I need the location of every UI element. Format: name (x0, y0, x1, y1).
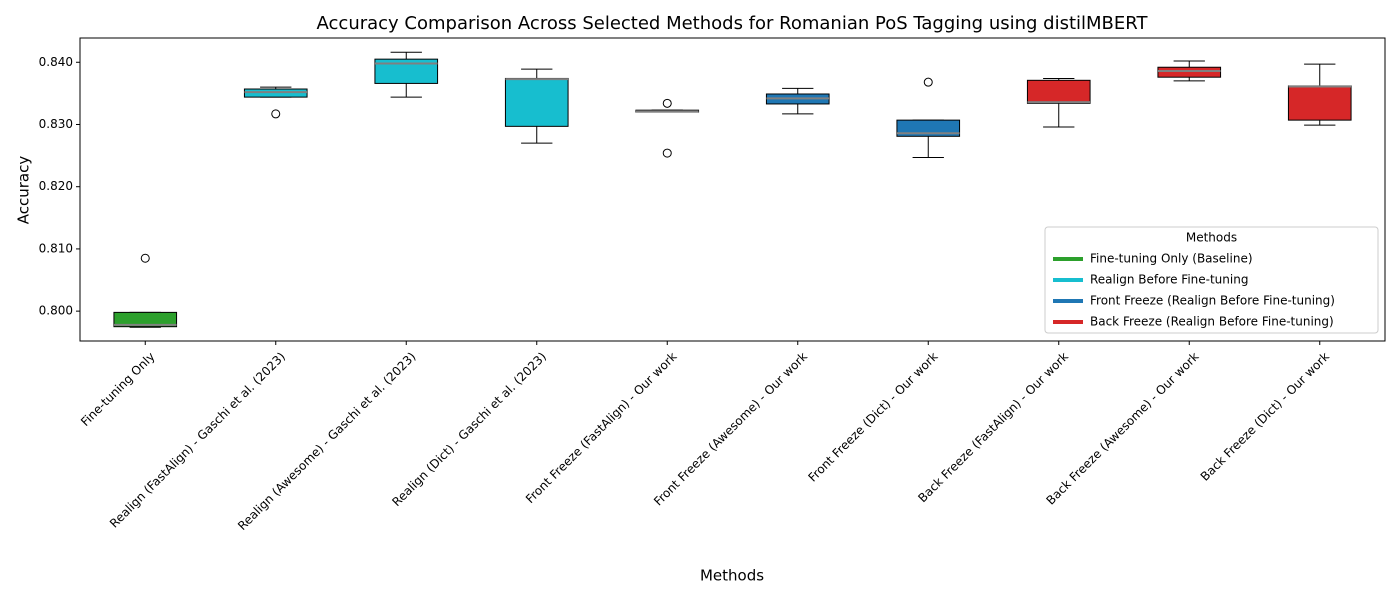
legend-box (1044, 226, 1379, 334)
x-tick-label: Front Freeze (FastAlign) - Our work (523, 349, 680, 506)
outlier (923, 77, 933, 87)
y-tick-label: 0.800 (39, 304, 73, 318)
box (1026, 79, 1091, 104)
y-tick-label: 0.820 (39, 179, 73, 193)
x-tick-label: Front Freeze (Awesome) - Our work (651, 349, 810, 508)
x-tick-label: Back Freeze (Dict) - Our work (1198, 349, 1332, 483)
legend-title: Methods (1186, 231, 1237, 245)
outlier (140, 253, 150, 263)
x-tick-label: Back Freeze (FastAlign) - Our work (915, 349, 1071, 505)
x-tick-label: Front Freeze (Dict) - Our work (805, 349, 940, 484)
legend-label: Back Freeze (Realign Before Fine-tuning) (1090, 315, 1334, 329)
outlier (271, 109, 281, 119)
x-tick-label: Back Freeze (Awesome) - Our work (1043, 349, 1201, 507)
box (1157, 66, 1222, 78)
outlier (662, 98, 672, 108)
x-axis-label: Methods (700, 567, 764, 585)
plot-frame (79, 37, 1386, 342)
y-axis-label: Accuracy (15, 156, 33, 225)
y-tick-label: 0.840 (39, 55, 73, 69)
y-tick-label: 0.830 (39, 117, 73, 131)
box (1287, 85, 1352, 121)
y-tick-label: 0.810 (39, 241, 73, 255)
outlier (662, 148, 672, 158)
legend-label: Realign Before Fine-tuning (1090, 273, 1248, 287)
legend-label: Fine-tuning Only (Baseline) (1090, 252, 1253, 266)
legend-label: Front Freeze (Realign Before Fine-tuning… (1090, 294, 1335, 308)
x-tick-label: Realign (Dict) - Gaschi et al. (2023) (389, 349, 549, 509)
box (504, 77, 569, 127)
chart-title: Accuracy Comparison Across Selected Meth… (317, 13, 1149, 34)
x-tick-label: Fine-tuning Only (78, 349, 158, 429)
box (113, 311, 178, 328)
